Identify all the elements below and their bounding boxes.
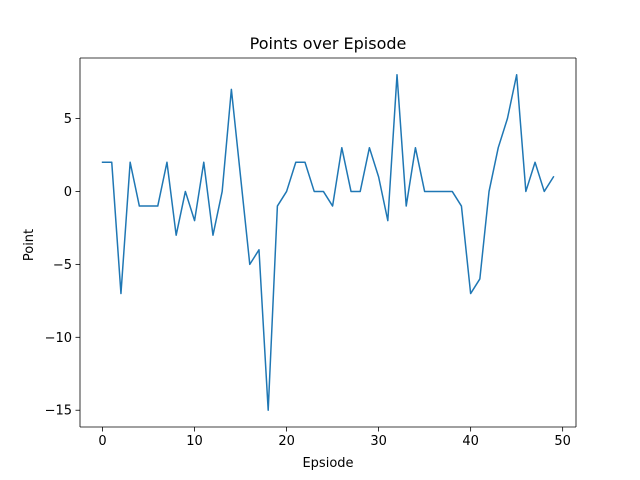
plot-area [79, 57, 577, 428]
y-tick-label: −10 [45, 331, 72, 346]
x-tick-label: 40 [462, 434, 479, 449]
y-tick-label: 0 [64, 185, 72, 200]
x-tick-label: 30 [370, 434, 387, 449]
series-line [101, 74, 555, 411]
x-axis-label: Epsiode [302, 456, 353, 471]
y-axis-label: Point [22, 229, 37, 261]
y-tick-label: −5 [53, 258, 72, 273]
y-tick-label: 5 [64, 112, 72, 127]
x-tick-label: 50 [554, 434, 571, 449]
axis-ticks: 0 10 20 30 40 50 −15 −10 −5 0 5 [45, 112, 571, 449]
x-tick-label: 0 [98, 434, 106, 449]
x-tick-label: 10 [186, 434, 203, 449]
x-tick-label: 20 [278, 434, 295, 449]
y-tick-label: −15 [45, 404, 72, 419]
chart-title: Points over Episode [250, 34, 407, 53]
